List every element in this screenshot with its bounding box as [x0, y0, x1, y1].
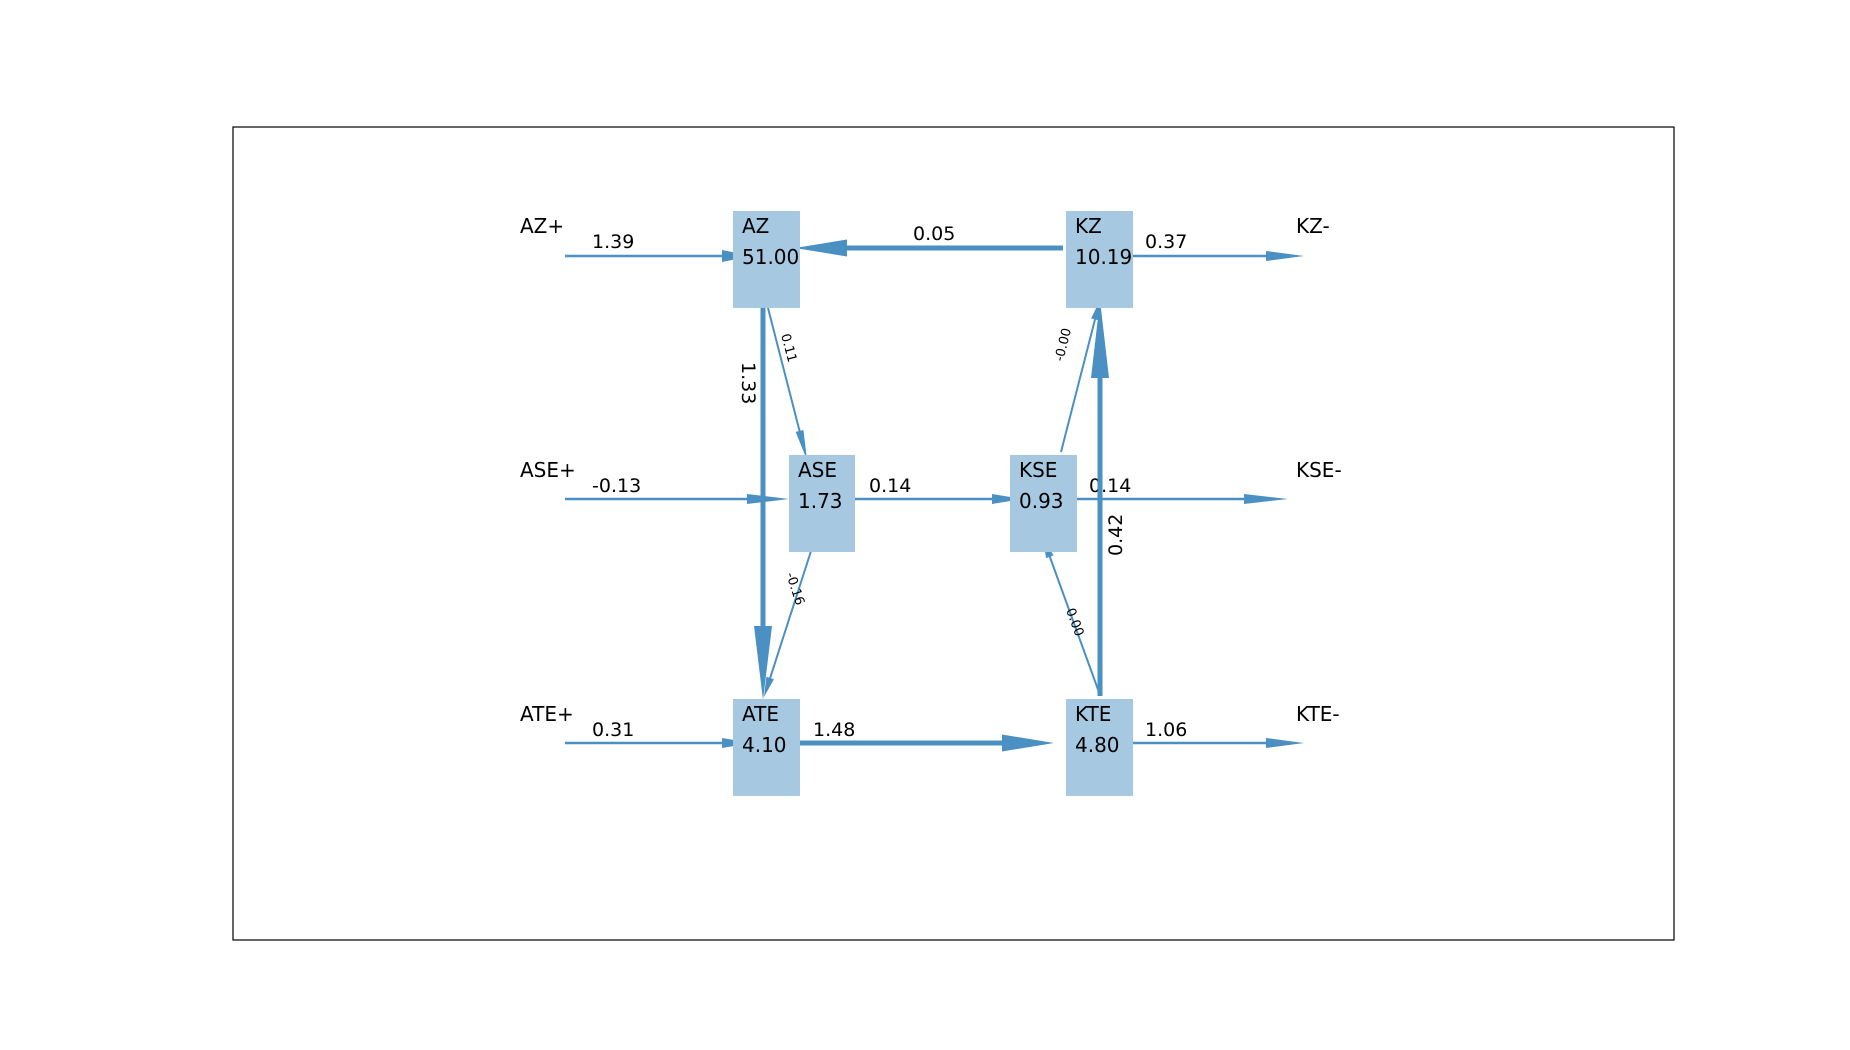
flow-arrowhead-ase-kse: [992, 494, 1022, 504]
node-label-az: AZ: [742, 214, 769, 238]
flow-arrowhead-kz-az: [795, 239, 847, 257]
flow-shaft-kse-kz: [1060, 318, 1097, 453]
flow-label-kte-kteminus: 1.06: [1145, 719, 1187, 741]
flow-kte-kse: 0.00: [1043, 538, 1101, 696]
terminal-ate-plus: ATE+: [520, 702, 574, 726]
node-value-kse: 0.93: [1019, 489, 1064, 513]
flow-az-ate: 1.33: [737, 308, 772, 700]
flow-az-ase: 0.11: [767, 307, 807, 460]
node-label-kz: KZ: [1075, 214, 1102, 238]
node-kz: KZ 10.19: [1066, 211, 1133, 308]
node-ase: ASE 1.73: [789, 455, 855, 552]
flow-label-kse-kseminus: 0.14: [1089, 475, 1131, 497]
terminal-ase-plus: ASE+: [520, 458, 576, 482]
node-label-kte: KTE: [1075, 702, 1111, 726]
flow-arrowhead-ate-kte: [1002, 734, 1054, 752]
flow-label-kse-kz: -0.00: [1052, 327, 1075, 363]
flow-label-ase-kse: 0.14: [869, 475, 911, 497]
flow-ase-ate: -0.16: [764, 547, 813, 697]
flow-ateplus-ate: 0.31: [565, 719, 752, 748]
terminal-kse-minus: KSE-: [1296, 458, 1342, 482]
flow-kte-kz: 0.42: [1091, 300, 1127, 696]
flow-label-aseplus-ase: -0.13: [592, 475, 641, 497]
flow-arrowhead-ase-ate: [764, 676, 774, 697]
flow-label-az-ase: 0.11: [777, 332, 799, 364]
flow-kz-kzminus: 0.37: [1128, 231, 1304, 261]
flow-ase-kse: 0.14: [838, 475, 1022, 504]
node-value-ate: 4.10: [742, 733, 787, 757]
flow-label-azplus-az: 1.39: [592, 231, 634, 253]
terminal-az-plus: AZ+: [520, 214, 564, 238]
flow-label-az-ate: 1.33: [737, 362, 759, 404]
flows-layer: 1.39 0.05 0.37 1.33 0.11 -0.00 -0.13 0.14 0.14 0.…: [565, 223, 1304, 752]
node-value-ase: 1.73: [798, 489, 843, 513]
flow-label-ate-kte: 1.48: [813, 719, 855, 741]
flow-kte-kteminus: 1.06: [1115, 719, 1304, 748]
flow-aseplus-ase: -0.13: [565, 475, 789, 504]
node-box-kse: [1010, 455, 1077, 552]
flow-arrowhead-kz-kzminus: [1266, 251, 1304, 261]
flow-label-kz-az: 0.05: [913, 223, 955, 245]
flow-shaft-ase-ate: [768, 547, 813, 680]
flow-label-kte-kz: 0.42: [1105, 514, 1127, 556]
node-label-ase: ASE: [798, 458, 837, 482]
node-value-az: 51.00: [742, 245, 799, 269]
node-box-ase: [789, 455, 855, 552]
flow-arrowhead-aseplus-ase: [747, 494, 789, 504]
flow-arrowhead-az-ate: [754, 626, 772, 700]
terminals-layer: AZ+ ASE+ ATE+ KZ- KSE- KTE-: [520, 214, 1342, 726]
flow-shaft-kte-kse: [1048, 555, 1101, 696]
flow-arrowhead-kte-kteminus: [1266, 738, 1304, 748]
terminal-kz-minus: KZ-: [1296, 214, 1330, 238]
node-kte: KTE 4.80: [1066, 699, 1133, 796]
node-label-kse: KSE: [1019, 458, 1057, 482]
diagram-frame: [232, 126, 1675, 941]
flow-arrowhead-kse-kseminus: [1244, 494, 1288, 504]
flow-kse-kseminus: 0.14: [1062, 475, 1288, 504]
flow-label-ateplus-ate: 0.31: [592, 719, 634, 741]
flow-label-kte-kse: 0.00: [1062, 606, 1086, 638]
nodes-layer: AZ 51.00 KZ 10.19 ASE 1.73 KSE 0.93 ATE 4.10 KTE 4.…: [733, 211, 1133, 796]
flow-label-kz-kzminus: 0.37: [1145, 231, 1187, 253]
node-box-kz: [1066, 211, 1133, 308]
flow-shaft-az-ase: [767, 307, 801, 433]
node-label-ate: ATE: [742, 702, 779, 726]
node-box-ate: [733, 699, 800, 796]
node-az: AZ 51.00: [733, 211, 800, 308]
node-ate: ATE 4.10: [733, 699, 800, 796]
node-box-az: [733, 211, 800, 308]
flow-azplus-az: 1.39: [565, 231, 752, 262]
flow-kz-az: 0.05: [795, 223, 1063, 257]
terminal-kte-minus: KTE-: [1296, 702, 1340, 726]
flow-arrowhead-kte-kz: [1091, 300, 1109, 378]
node-value-kz: 10.19: [1075, 245, 1132, 269]
flow-arrowhead-az-ase: [795, 429, 807, 460]
flow-ate-kte: 1.48: [785, 719, 1054, 752]
node-value-kte: 4.80: [1075, 733, 1120, 757]
node-box-kte: [1066, 699, 1133, 796]
node-kse: KSE 0.93: [1010, 455, 1077, 552]
